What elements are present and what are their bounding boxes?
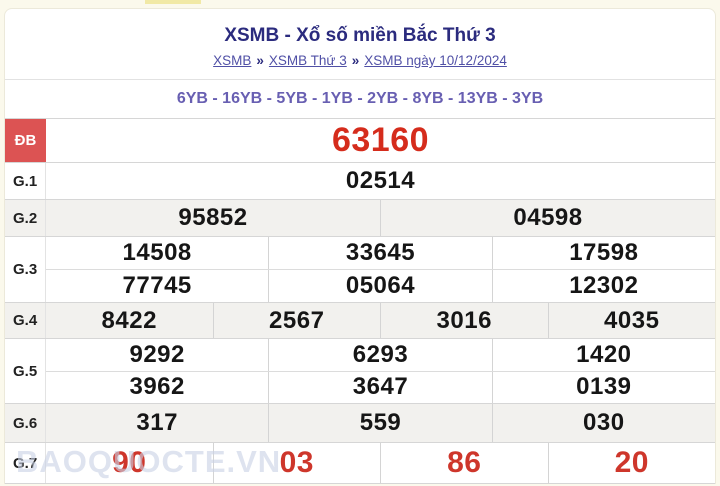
prize-subrow: 77745 05064 12302: [46, 269, 715, 302]
prize-number: 317: [136, 409, 178, 436]
prize-subrow: 317 559 030: [46, 404, 715, 442]
prize-number: 05064: [268, 270, 491, 302]
prize-label: ĐB: [5, 119, 46, 162]
prize-label: G.5: [5, 339, 46, 403]
result-row-g2: G.2 95852 04598: [5, 200, 715, 237]
breadcrumb-link-xsmb-date[interactable]: XSMB ngày 10/12/2024: [364, 53, 507, 68]
prize-number: 95852: [178, 204, 248, 231]
prize-values: 95852 04598: [46, 200, 715, 236]
prize-label: G.7: [5, 443, 46, 483]
results-card: XSMB - Xổ số miền Bắc Thứ 3 XSMB » XSMB Th…: [4, 8, 716, 484]
result-row-db: ĐB 63160: [5, 119, 715, 163]
prize-subrow: 90 03 86 20: [46, 443, 715, 483]
loto-summary-line: 6YB - 16YB - 5YB - 1YB - 2YB - 8YB - 13Y…: [176, 90, 544, 107]
result-row-g3: G.3 14508 33645 17598 77745 05064 12302: [5, 237, 715, 303]
prize-number: 9292: [129, 340, 185, 368]
prize-subrow: 9292 6293 1420: [46, 339, 715, 371]
prize-label: G.4: [5, 303, 46, 338]
prize-label: G.2: [5, 200, 46, 236]
result-row-g6: G.6 317 559 030: [5, 404, 715, 443]
prize-number: 20: [547, 443, 716, 483]
prize-number: 86: [380, 443, 548, 483]
prize-number: 14508: [122, 239, 192, 266]
prize-number: 90: [112, 446, 147, 479]
prize-label: G.3: [5, 237, 46, 302]
prize-number: 12302: [491, 270, 715, 302]
prize-number: 6293: [268, 339, 491, 371]
result-row-g5: G.5 9292 6293 1420 3962 3647 0139: [5, 339, 715, 404]
result-row-g7: G.7 90 03 86 20: [5, 443, 715, 484]
prize-number: 559: [268, 404, 491, 442]
prize-subrow: 14508 33645 17598: [46, 237, 715, 269]
breadcrumb-link-xsmb[interactable]: XSMB: [213, 53, 252, 68]
breadcrumb-separator: »: [256, 53, 264, 68]
prize-values: 90 03 86 20: [46, 443, 715, 483]
prize-number: 04598: [380, 200, 715, 236]
prize-number: 33645: [268, 237, 491, 269]
prize-number: 63160: [331, 121, 430, 159]
prize-values: 9292 6293 1420 3962 3647 0139: [46, 339, 715, 403]
prize-values: 317 559 030: [46, 404, 715, 442]
result-row-g1: G.1 02514: [5, 163, 715, 200]
top-accent-bar: [145, 0, 201, 4]
prize-subrow: 95852 04598: [46, 200, 715, 236]
breadcrumb-link-xsmb-thu-3[interactable]: XSMB Thứ 3: [268, 53, 347, 68]
prize-number: 2567: [212, 303, 381, 338]
result-row-g4: G.4 8422 2567 3016 4035: [5, 303, 715, 339]
prize-subrow: 02514: [46, 163, 715, 199]
prize-subrow: 63160: [46, 119, 715, 162]
page-header: XSMB - Xổ số miền Bắc Thứ 3 XSMB » XSMB Th…: [5, 9, 715, 80]
prize-number: 4035: [547, 303, 716, 338]
prize-values: 02514: [46, 163, 715, 199]
prize-subrow: 8422 2567 3016 4035: [46, 303, 715, 338]
prize-number: 030: [491, 404, 715, 442]
prize-number: 03: [212, 443, 381, 483]
prize-number: 8422: [101, 306, 157, 334]
prize-number: 1420: [491, 339, 715, 371]
prize-number: 0139: [491, 371, 715, 403]
prize-number: 3962: [129, 373, 185, 401]
results-table: ĐB 63160 G.1 02514 G.2 95852 04598 G.3 14508 3364…: [5, 118, 715, 484]
prize-number: 3647: [268, 371, 491, 403]
prize-number: 17598: [491, 237, 715, 269]
prize-number: 3016: [380, 303, 548, 338]
breadcrumb-separator: »: [351, 53, 360, 68]
prize-values: 63160: [46, 119, 715, 162]
page-title: XSMB - Xổ số miền Bắc Thứ 3: [224, 25, 496, 46]
prize-label: G.6: [5, 404, 46, 442]
prize-number: 02514: [345, 167, 416, 194]
prize-number: 77745: [122, 272, 192, 299]
prize-label: G.1: [5, 163, 46, 199]
prize-values: 14508 33645 17598 77745 05064 12302: [46, 237, 715, 302]
prize-subrow: 3962 3647 0139: [46, 370, 715, 403]
breadcrumb: XSMB » XSMB Thứ 3 » XSMB ngày 10/12/2024: [5, 53, 715, 69]
prize-values: 8422 2567 3016 4035: [46, 303, 715, 338]
